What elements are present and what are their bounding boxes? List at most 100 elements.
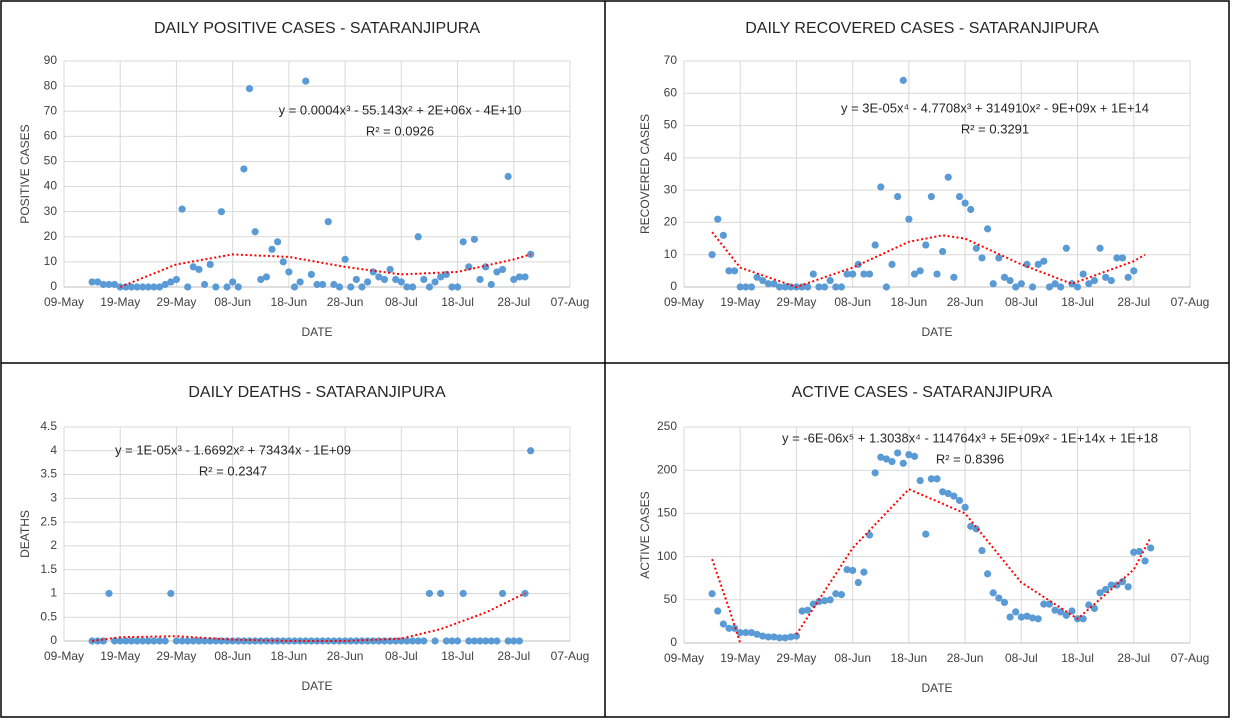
data-point (995, 594, 1003, 602)
x-tick-label: 08-Jul (385, 295, 418, 309)
x-tick-label: 29-May (776, 295, 816, 309)
data-point (425, 283, 434, 291)
trend-equation: y = -6E-06x⁵ + 1.3038x⁴ - 114764x³ + 5E+… (782, 430, 1158, 445)
y-tick-label: 0 (50, 279, 57, 293)
data-point (347, 637, 355, 645)
data-point (1102, 585, 1110, 594)
data-point (984, 570, 992, 578)
x-tick-label: 29-May (156, 295, 196, 309)
y-tick-label: 250 (657, 419, 677, 433)
data-point (804, 606, 812, 614)
data-point (442, 637, 450, 645)
data-point (521, 589, 529, 598)
y-tick-label: 3 (50, 491, 57, 505)
y-tick-label: 10 (44, 254, 58, 268)
data-point (1068, 280, 1076, 288)
r-squared: R² = 0.8396 (936, 451, 1004, 466)
data-point (1079, 615, 1087, 623)
data-point (927, 193, 935, 201)
data-point (1028, 614, 1037, 622)
data-point (792, 632, 801, 640)
x-tick-label: 28-Jul (1117, 651, 1150, 665)
data-point (133, 283, 141, 291)
x-tick-label: 28-Jun (327, 649, 364, 663)
data-point (1147, 544, 1155, 552)
data-point (759, 632, 767, 640)
y-tick-label: 40 (44, 179, 58, 193)
data-point (1045, 283, 1054, 291)
data-point (392, 275, 400, 284)
data-point (1085, 280, 1093, 288)
y-tick-label: 30 (664, 182, 678, 196)
y-tick-label: 4.5 (40, 419, 57, 433)
x-tick-label: 07-Aug (1171, 651, 1210, 665)
data-point (521, 273, 529, 281)
data-point (837, 283, 846, 291)
data-point (1073, 283, 1082, 291)
data-point (955, 496, 964, 505)
data-point (1023, 612, 1031, 620)
data-point (714, 607, 722, 615)
x-tick-label: 09-May (664, 295, 704, 309)
data-point (279, 258, 287, 266)
data-point (1090, 604, 1099, 613)
data-point (1028, 283, 1037, 291)
y-axis-label: DEATHS (18, 510, 32, 558)
data-point (736, 629, 744, 637)
data-point (899, 459, 907, 467)
trendline (711, 488, 1152, 644)
y-axis-label: POSITIVE CASES (18, 124, 32, 223)
trendline (91, 592, 526, 642)
x-tick-label: 28-Jun (327, 295, 364, 309)
data-point (330, 280, 338, 289)
data-point (708, 590, 716, 598)
r-squared: R² = 0.0926 (366, 123, 434, 138)
data-point (809, 600, 817, 608)
data-point (719, 231, 727, 239)
data-point (781, 634, 789, 642)
data-point (860, 270, 868, 278)
data-point (1017, 280, 1025, 288)
y-tick-label: 150 (657, 506, 677, 520)
x-tick-label: 28-Jun (947, 295, 984, 309)
data-point (804, 283, 812, 291)
data-point (515, 637, 524, 645)
data-point (206, 637, 214, 645)
y-tick-label: 0.5 (40, 609, 57, 623)
data-point (882, 283, 891, 291)
data-point (989, 589, 997, 597)
data-point (989, 280, 997, 288)
data-point (234, 283, 242, 291)
x-tick-label: 08-Jun (834, 651, 871, 665)
data-point (1000, 273, 1009, 281)
data-point (437, 589, 445, 598)
data-point (843, 565, 851, 574)
data-point (347, 283, 355, 291)
data-point (408, 283, 417, 291)
data-point (172, 275, 181, 284)
data-point (820, 283, 829, 291)
x-axis-label: DATE (921, 325, 952, 339)
data-point (1012, 608, 1020, 616)
data-point (888, 260, 896, 268)
chart-panel: DAILY RECOVERED CASES - SATARANJIPURA 0 10… (638, 20, 1209, 339)
data-point (257, 637, 265, 645)
data-point (933, 475, 941, 483)
data-point (854, 578, 862, 587)
data-point (961, 503, 969, 511)
x-axis-label: DATE (921, 681, 952, 695)
data-point (465, 263, 473, 271)
data-point (459, 238, 467, 246)
data-point (459, 589, 467, 598)
data-point (448, 283, 456, 291)
data-point (285, 637, 293, 645)
r-squared: R² = 0.3291 (961, 121, 1029, 136)
data-point (470, 235, 479, 243)
data-point (172, 637, 181, 645)
data-point (826, 276, 834, 285)
data-point (939, 488, 947, 496)
data-point (150, 283, 158, 291)
data-point (470, 637, 479, 645)
data-point (307, 270, 315, 279)
data-point (285, 268, 293, 276)
